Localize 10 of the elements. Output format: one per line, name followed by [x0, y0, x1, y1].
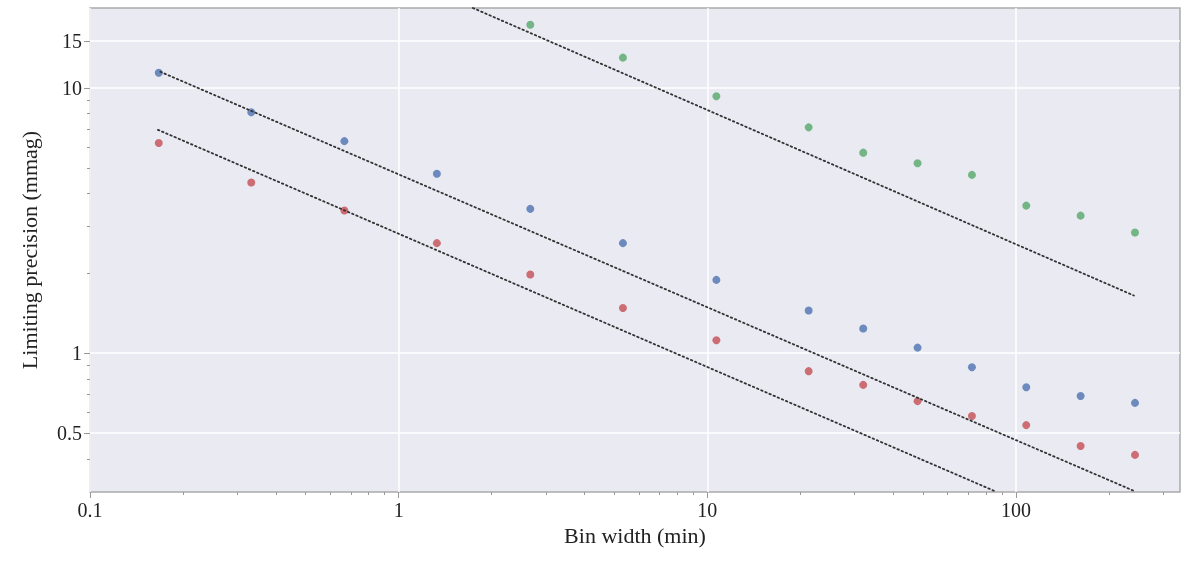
y-tick-label: 0.5	[57, 422, 82, 445]
y-tick-label: 10	[62, 76, 82, 99]
x-tick-label: 10	[697, 499, 718, 521]
y-tick-label: 1	[72, 342, 82, 365]
y-tick-label: 15	[62, 30, 82, 53]
x-tick-label: 100	[1000, 499, 1031, 521]
y-axis-title: Limiting precision (mmag)	[16, 130, 42, 370]
x-axis-title: Bin width (min)	[564, 523, 706, 549]
x-tick-label: 1	[393, 499, 404, 521]
x-tick-label: 0.1	[77, 499, 103, 521]
